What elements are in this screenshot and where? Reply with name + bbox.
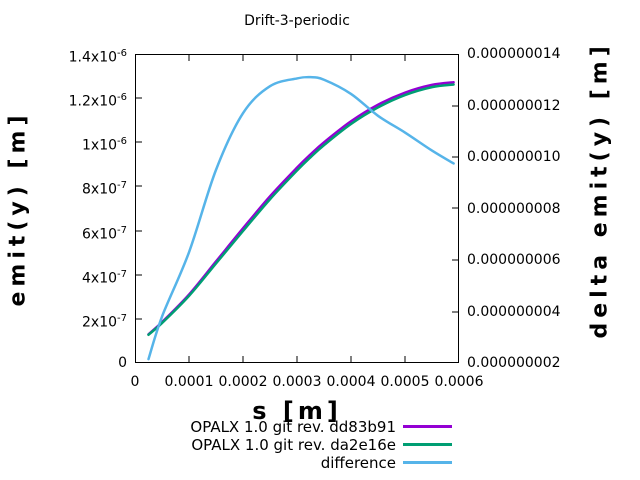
- curve-da2e16e: [147, 83, 455, 336]
- x-tick-label: 0.0004: [326, 374, 376, 390]
- x-tick-label: 0.0005: [380, 374, 430, 390]
- legend-label: OPALX 1.0 git rev. da2e16e: [191, 435, 396, 454]
- legend-line-sample: [403, 461, 452, 464]
- y1-tick-label: 8x10-7: [82, 180, 127, 199]
- legend-label: OPALX 1.0 git rev. dd83b91: [190, 417, 396, 436]
- plot-area: [135, 54, 459, 363]
- y2-tick-label: 0.000000012: [467, 97, 561, 114]
- x-tick-label: 0.0006: [434, 374, 484, 390]
- y2-tick-label: 0.000000002: [467, 355, 561, 371]
- y2-axis-label: delta emit(y) [m]: [587, 41, 613, 339]
- x-tick-label: 0.0001: [164, 374, 214, 390]
- legend-label: difference: [320, 453, 396, 472]
- x-tick-label: 0.0003: [272, 374, 322, 390]
- y1-axis-label: emit(y) [m]: [5, 110, 31, 307]
- legend-line-sample: [403, 425, 452, 428]
- y2-tick-label: 0.000000004: [467, 303, 561, 320]
- plot-border: [135, 54, 459, 363]
- y1-tick-label: 1x10-6: [82, 136, 127, 154]
- curve-dd83b91: [147, 81, 455, 336]
- y2-tick-label: 0.000000006: [467, 252, 561, 268]
- y1-tick-label: 4x10-7: [82, 268, 127, 287]
- x-tick-label: 0: [130, 374, 140, 390]
- y2-tick-label: 0.000000008: [467, 200, 561, 217]
- y1-tick-label: 1.4x10-6: [68, 48, 127, 66]
- y1-tick-label: 1.2x10-6: [68, 92, 127, 110]
- y2-tick-label: 0.000000010: [467, 149, 561, 165]
- y1-tick-label: 6x10-7: [82, 224, 127, 243]
- y1-tick-label: 0: [118, 355, 127, 371]
- x-tick-label: 0.0002: [218, 374, 268, 390]
- legend-line-sample: [403, 443, 452, 446]
- y1-tick-label: 2x10-7: [82, 312, 127, 331]
- chart-title: Drift-3-periodic: [244, 13, 350, 29]
- x-axis-label: s [m]: [252, 397, 342, 425]
- curve-difference: [147, 75, 455, 361]
- y2-tick-label: 0.000000014: [467, 46, 561, 62]
